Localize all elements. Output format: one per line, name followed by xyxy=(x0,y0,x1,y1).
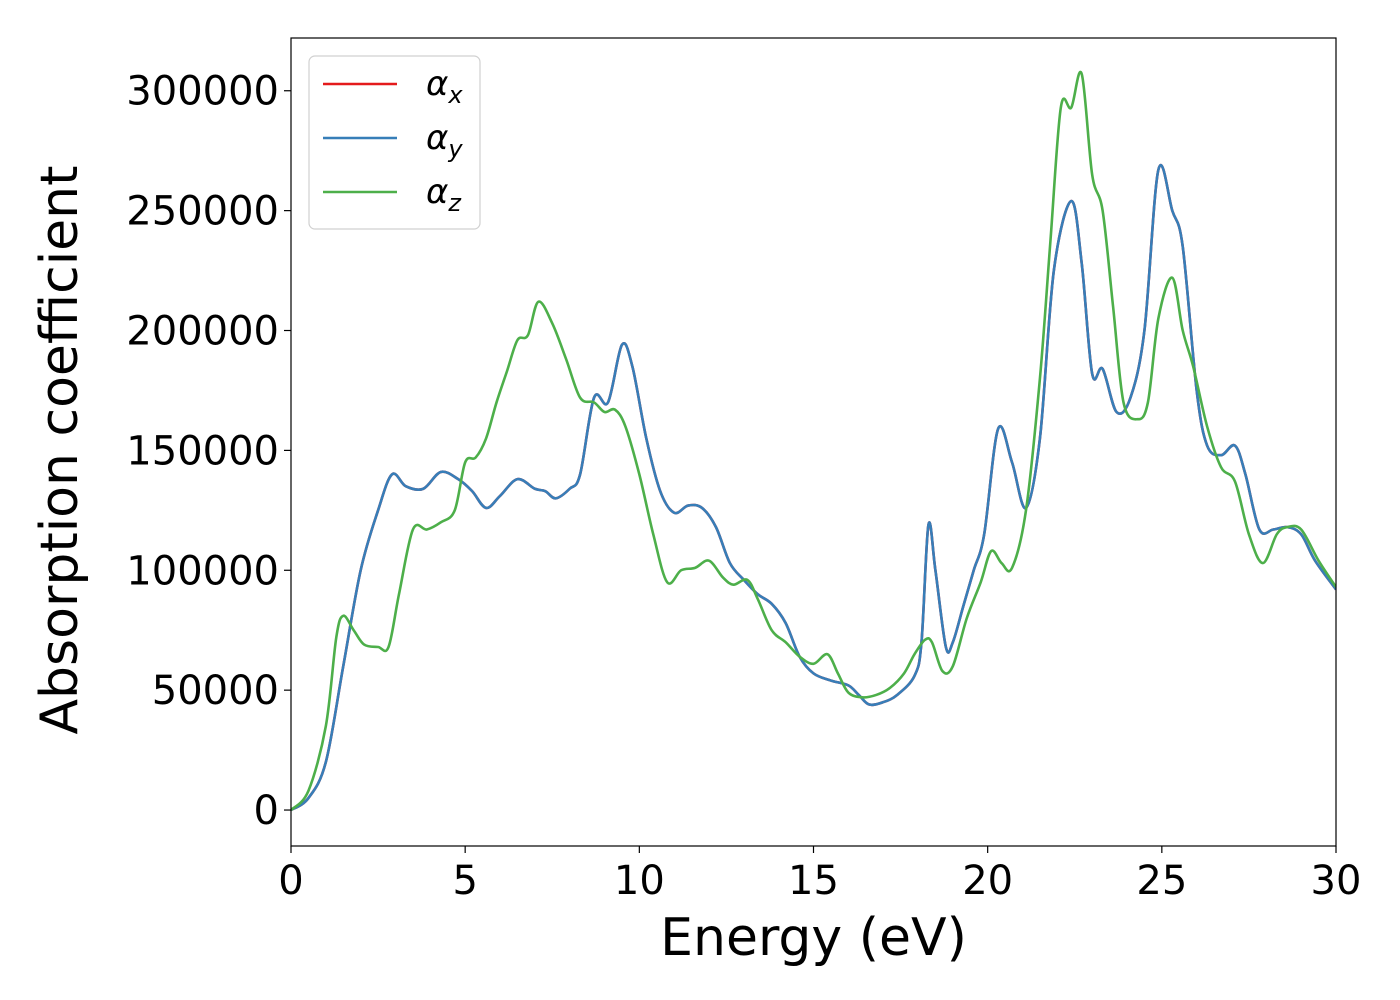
series-layer xyxy=(291,70,1336,812)
y-tick-label: 150000 xyxy=(126,428,279,474)
legend-box xyxy=(308,55,481,230)
legend-label-z: αz xyxy=(426,172,462,217)
y-tick-label: 0 xyxy=(254,788,279,834)
y-tick-label: 300000 xyxy=(126,69,279,115)
series-line-y xyxy=(291,163,1336,812)
x-axis-ticks: 0 5 10 15 20 25 30 xyxy=(278,846,1361,904)
x-tick-label: 0 xyxy=(278,858,303,904)
x-tick-label: 20 xyxy=(962,858,1013,904)
y-tick-label: 100000 xyxy=(126,548,279,594)
y-tick-label: 200000 xyxy=(126,309,279,355)
series-line-z xyxy=(291,70,1336,812)
y-axis-ticks: 0 50000 100000 150000 200000 250000 300000 xyxy=(126,69,291,834)
x-tick-label: 10 xyxy=(614,858,665,904)
y-tick-label: 50000 xyxy=(152,668,279,714)
y-axis-label: Absorption coefficient xyxy=(30,165,90,734)
series-line-x xyxy=(291,163,1336,812)
y-tick-label: 250000 xyxy=(126,189,279,235)
x-tick-label: 15 xyxy=(788,858,839,904)
x-axis-label: Energy (eV) xyxy=(660,908,967,968)
x-tick-label: 30 xyxy=(1311,858,1362,904)
x-tick-label: 25 xyxy=(1136,858,1187,904)
x-tick-label: 5 xyxy=(452,858,477,904)
